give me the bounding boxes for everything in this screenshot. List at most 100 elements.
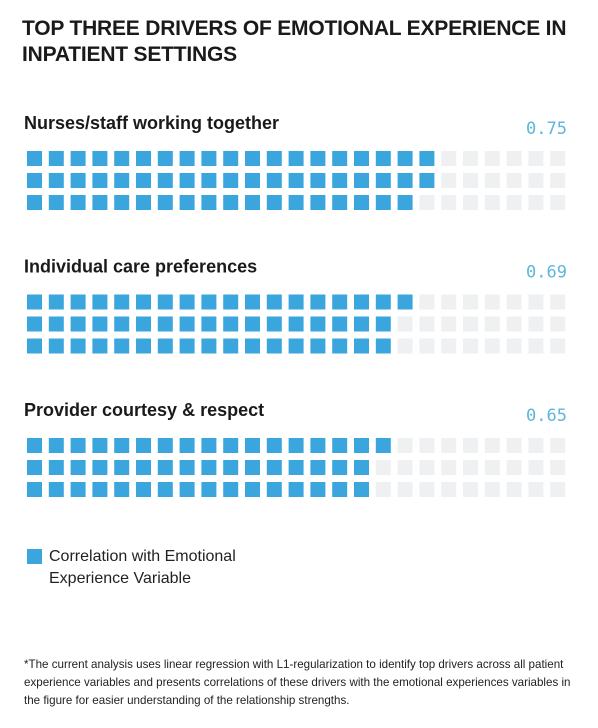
waffle-cell	[70, 195, 86, 210]
waffle-cell	[245, 438, 260, 453]
waffle-cell	[266, 151, 282, 166]
empty-cell	[441, 482, 457, 497]
empty-cell	[419, 338, 435, 354]
empty-cell	[463, 438, 478, 453]
waffle-cell	[310, 294, 326, 310]
waffle-cell	[157, 151, 173, 166]
waffle-cell	[70, 151, 86, 166]
empty-cell	[419, 438, 435, 453]
waffle-cell	[136, 173, 151, 188]
waffle-cell	[157, 195, 173, 210]
waffle-cell	[354, 151, 369, 166]
empty-cell	[550, 173, 566, 188]
waffle-cell	[136, 460, 151, 475]
empty-cell	[463, 294, 478, 310]
waffle-cell	[179, 460, 195, 475]
waffle-cell	[310, 151, 326, 166]
waffle-cell	[310, 195, 326, 210]
chart-title: TOP THREE DRIVERS OF EMOTIONAL EXPERIENC…	[22, 17, 567, 66]
waffle-cell	[92, 338, 108, 354]
empty-cell	[528, 195, 544, 210]
waffle-cell	[114, 460, 130, 475]
empty-cell	[506, 294, 522, 310]
waffle-cell	[245, 294, 260, 310]
empty-cell	[484, 173, 500, 188]
waffle-cell	[92, 195, 108, 210]
waffle-cell	[136, 316, 151, 332]
empty-cell	[550, 316, 566, 332]
waffle-cell	[397, 294, 413, 310]
waffle-cell	[266, 294, 282, 310]
empty-cell	[463, 460, 478, 475]
empty-cell	[397, 316, 413, 332]
empty-cell	[506, 438, 522, 453]
waffle-cell	[114, 294, 130, 310]
empty-cell	[419, 195, 435, 210]
waffle-cell	[375, 173, 391, 188]
waffle-cell	[136, 438, 151, 453]
waffle-cell	[354, 460, 369, 475]
waffle-cell	[223, 294, 239, 310]
waffle-cell	[179, 151, 195, 166]
waffle-cell	[92, 173, 108, 188]
empty-cell	[550, 338, 566, 354]
waffle-cell	[201, 438, 217, 453]
waffle-cell	[310, 460, 326, 475]
waffle-cell	[419, 173, 435, 188]
waffle-cell	[354, 482, 369, 497]
category-label: Nurses/staff working together	[24, 113, 279, 133]
empty-cell	[484, 482, 500, 497]
waffle-cell	[70, 438, 86, 453]
waffle-cell	[245, 316, 260, 332]
waffle-cell	[310, 173, 326, 188]
waffle-cell	[397, 151, 413, 166]
waffle-cell	[354, 173, 369, 188]
waffle-cell	[27, 195, 42, 210]
value-label: 0.65	[526, 406, 567, 426]
waffle-cell	[266, 482, 282, 497]
waffle-cell	[332, 294, 348, 310]
waffle-cell	[266, 438, 282, 453]
waffle-cell	[201, 482, 217, 497]
empty-cell	[419, 482, 435, 497]
empty-cell	[397, 338, 413, 354]
waffle-cell	[245, 482, 260, 497]
waffle-cell	[27, 338, 42, 354]
empty-cell	[441, 173, 457, 188]
waffle-cell	[375, 151, 391, 166]
waffle-cell	[288, 173, 304, 188]
empty-cell	[506, 316, 522, 332]
waffle-cell	[179, 294, 195, 310]
waffle-cell	[92, 438, 108, 453]
empty-cell	[506, 173, 522, 188]
waffle-cell	[310, 316, 326, 332]
waffle-cell	[223, 173, 239, 188]
waffle-cell	[114, 195, 130, 210]
waffle-cell	[223, 195, 239, 210]
waffle-cell	[288, 151, 304, 166]
waffle-cell	[310, 482, 326, 497]
waffle-cell	[179, 338, 195, 354]
waffle-cell	[27, 460, 42, 475]
waffle-cell	[375, 438, 391, 453]
waffle-cell	[266, 195, 282, 210]
empty-cell	[441, 438, 457, 453]
empty-cell	[506, 338, 522, 354]
waffle-cell	[245, 460, 260, 475]
waffle-cell	[266, 338, 282, 354]
waffle-cell	[375, 294, 391, 310]
empty-cell	[419, 294, 435, 310]
waffle-cell	[27, 316, 42, 332]
waffle-cell	[375, 195, 391, 210]
waffle-cell	[201, 151, 217, 166]
waffle-cell	[332, 195, 348, 210]
waffle-cell	[114, 151, 130, 166]
waffle-cell	[179, 195, 195, 210]
waffle-cell	[223, 460, 239, 475]
waffle-cell	[27, 438, 42, 453]
waffle-cell	[70, 294, 86, 310]
empty-cell	[528, 151, 544, 166]
empty-cell	[528, 460, 544, 475]
waffle-cell	[332, 173, 348, 188]
waffle-cell	[27, 482, 42, 497]
